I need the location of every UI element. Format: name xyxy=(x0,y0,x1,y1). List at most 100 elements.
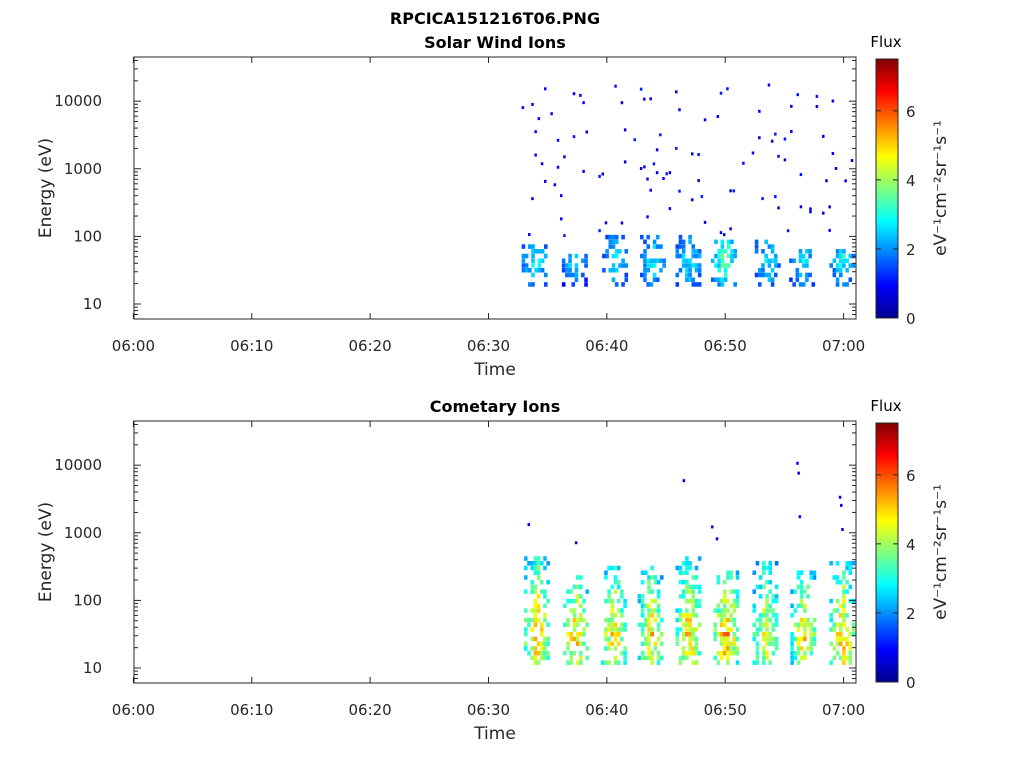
heatmap-cell xyxy=(523,617,528,623)
heatmap-cell xyxy=(801,282,806,287)
heatmap-cell xyxy=(799,603,804,609)
heatmap-cell xyxy=(729,627,733,632)
heatmap-cell xyxy=(608,234,613,240)
heatmap-cell xyxy=(774,617,779,623)
heatmap-cell xyxy=(659,631,664,637)
heatmap-cell xyxy=(691,636,696,642)
heatmap-cell xyxy=(845,560,849,566)
heatmap-cell xyxy=(697,153,700,157)
heatmap-cell xyxy=(764,253,768,259)
heatmap-cell xyxy=(842,258,846,264)
heatmap-cell xyxy=(735,575,740,580)
heatmap-cell xyxy=(675,146,678,150)
heatmap-cell xyxy=(613,631,618,637)
heatmap-cell xyxy=(762,565,766,571)
heatmap-cell xyxy=(610,584,615,590)
heatmap-cell xyxy=(611,244,616,249)
heatmap-cell xyxy=(523,627,528,632)
heatmap-cell xyxy=(703,220,707,224)
heatmap-cell xyxy=(771,594,776,599)
heatmap-cell xyxy=(640,570,645,575)
heatmap-cell xyxy=(649,258,654,264)
heatmap-cell xyxy=(530,584,534,590)
heatmap-cell xyxy=(697,179,700,183)
heatmap-cell xyxy=(799,646,804,651)
heatmap-cell xyxy=(571,272,576,278)
heatmap-cell xyxy=(765,565,769,571)
heatmap-cell xyxy=(799,636,804,642)
heatmap-cell xyxy=(688,641,692,646)
heatmap-cell xyxy=(735,636,740,642)
heatmap-cell xyxy=(523,646,528,651)
heatmap-cell xyxy=(610,617,615,623)
heatmap-cell xyxy=(796,627,801,632)
heatmap-cell xyxy=(755,631,760,637)
heatmap-cell xyxy=(722,650,727,656)
heatmap-cell xyxy=(652,244,657,249)
heatmap-cell xyxy=(543,603,547,609)
heatmap-cell xyxy=(798,249,803,254)
heatmap-cell xyxy=(575,641,580,646)
heatmap-cell xyxy=(585,589,590,594)
heatmap-cell xyxy=(722,646,727,651)
heatmap-cell xyxy=(681,239,686,245)
heatmap-cell xyxy=(584,263,588,268)
heatmap-cell xyxy=(531,102,534,106)
heatmap-cell xyxy=(796,575,801,580)
heatmap-cell xyxy=(566,631,570,637)
heatmap-cell xyxy=(771,598,776,604)
heatmap-cell xyxy=(832,646,837,651)
heatmap-cell xyxy=(540,249,545,254)
y-tick-label: 100 xyxy=(73,227,102,245)
colorbar-frame xyxy=(875,58,899,319)
y-ticks: 10 100 1000 10000 xyxy=(54,59,856,320)
heatmap-cell xyxy=(607,660,611,665)
heatmap-cell xyxy=(678,655,683,661)
heatmap-cell xyxy=(722,622,727,628)
heatmap-cell xyxy=(582,617,586,623)
colorbar: Flux 0 2 4 6 eV⁻¹cm⁻²sr⁻¹s⁻¹ xyxy=(870,33,951,328)
heatmap-cell xyxy=(719,636,724,642)
heatmap-cell xyxy=(653,598,658,604)
heatmap-cell xyxy=(649,263,654,268)
heatmap-cell xyxy=(722,598,727,604)
heatmap-cell xyxy=(848,277,853,282)
colorbar-ticks: 0 2 4 6 xyxy=(876,103,916,328)
heatmap-cell xyxy=(675,617,680,623)
heatmap-cell xyxy=(668,207,672,211)
heatmap-cell xyxy=(675,282,680,287)
heatmap-cell xyxy=(620,622,624,628)
y-ticks: 10 100 1000 10000 xyxy=(54,423,856,684)
heatmap-cell xyxy=(808,272,812,278)
heatmap-cell xyxy=(774,622,779,628)
heatmap-cell xyxy=(758,627,763,632)
heatmap-cell xyxy=(755,560,760,566)
heatmap-cell xyxy=(732,189,736,193)
heatmap-cell xyxy=(582,598,586,604)
heatmap-cell xyxy=(523,575,528,580)
heatmap-cell xyxy=(806,622,810,628)
heatmap-cell xyxy=(656,622,661,628)
heatmap-cell xyxy=(569,660,574,665)
heatmap-cell xyxy=(730,258,734,264)
heatmap-cell xyxy=(611,263,616,268)
heatmap-cell xyxy=(838,495,842,499)
heatmap-cell xyxy=(579,613,583,618)
heatmap-cell xyxy=(607,594,611,599)
heatmap-cell xyxy=(652,272,657,278)
heatmap-cell xyxy=(561,267,566,273)
heatmap-cell xyxy=(770,244,775,249)
heatmap-cell xyxy=(805,272,809,278)
heatmap-cell xyxy=(610,631,615,637)
heatmap-cell xyxy=(694,627,699,632)
colorbar-units: eV⁻¹cm⁻²sr⁻¹s⁻¹ xyxy=(931,120,951,256)
heatmap-cell xyxy=(848,650,853,656)
heatmap-cell xyxy=(527,650,531,656)
heatmap-cell xyxy=(765,594,769,599)
heatmap-cell xyxy=(774,598,779,604)
heatmap-cell xyxy=(546,641,550,646)
heatmap-cell xyxy=(584,258,588,264)
heatmap-cell xyxy=(613,579,618,585)
heatmap-cell xyxy=(566,598,570,604)
heatmap-cell xyxy=(796,93,799,97)
